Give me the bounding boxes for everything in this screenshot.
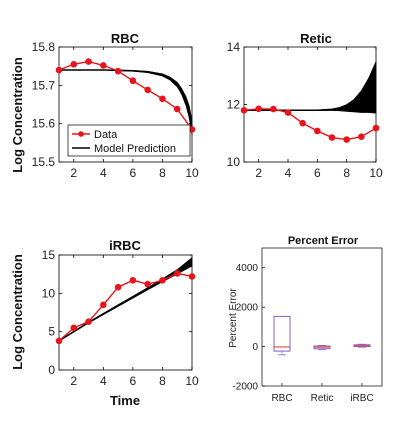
rbc-axes-box [58, 46, 193, 163]
retic-ytick-label: 14 [227, 40, 241, 54]
irbc-data-point [144, 280, 151, 288]
rbc-xtick-label: 10 [185, 166, 199, 180]
rbc-xtick-label: 4 [100, 166, 107, 180]
irbc-xtick-label: 6 [130, 374, 137, 388]
rbc-data-point [114, 67, 122, 75]
retic-xtick-label: 4 [285, 166, 292, 180]
retic-model-band [244, 61, 377, 114]
rbc-panel: RBC Log Concentration 2 4 6 8 10 15.5 15.6 15.7… [10, 31, 199, 180]
rbc-xtick-label: 2 [70, 166, 77, 180]
retic-data-point [240, 106, 248, 114]
retic-plot-area: 2 4 6 8 10 10 12 14 [227, 40, 383, 180]
error-axes-box [261, 247, 383, 387]
retic-data-point [284, 109, 292, 116]
irbc-xtick-label: 10 [185, 374, 199, 388]
irbc-data-point [188, 273, 196, 280]
retic-data-line [243, 108, 377, 141]
retic-data-point [270, 105, 277, 113]
error-ytick-label: 2000 [236, 303, 259, 314]
error-ytick-label: -2000 [232, 382, 258, 393]
retic-title: Retic [300, 31, 332, 46]
irbc-data-point [114, 283, 122, 291]
irbc-ytick-label: 5 [48, 325, 55, 339]
error-plot-area: -2000 0 2000 4000 RBC Retic iRBC [232, 247, 383, 404]
irbc-data-line [58, 272, 193, 342]
error-xtick-label: Retic [311, 393, 334, 404]
irbc-title: iRBC [109, 238, 141, 253]
irbc-data-point [55, 337, 63, 345]
rbc-xtick-label: 8 [159, 166, 166, 180]
irbc-panel: iRBC Log Concentration Time 2 4 6 8 10 0 5 10 15 [10, 238, 199, 408]
rbc-xtick-label: 6 [130, 166, 137, 180]
rbc-ytick-label: 15.8 [32, 40, 56, 54]
error-ytick-label: 4000 [236, 263, 259, 274]
irbc-ytick-label: 10 [42, 286, 56, 300]
irbc-xtick-label: 2 [70, 374, 77, 388]
retic-data-point [328, 134, 336, 141]
irbc-data-point [85, 318, 92, 326]
error-xtick-label: iRBC [350, 393, 373, 404]
irbc-ytick-label: 15 [42, 248, 56, 262]
rbc-legend-box [67, 124, 191, 157]
irbc-data-point [129, 277, 137, 284]
rbc-data-point [129, 77, 137, 85]
retic-data-point [314, 127, 321, 135]
rbc-data-point [159, 95, 166, 103]
irbc-axes-box [58, 254, 193, 371]
retic-data-point [358, 133, 365, 140]
retic-xtick-label: 6 [314, 166, 321, 180]
rbc-model-line [59, 69, 193, 128]
retic-xtick-label: 8 [343, 166, 350, 180]
irbc-ylabel: Log Concentration [10, 254, 25, 370]
rbc-data-point [173, 105, 181, 113]
irbc-data-point [70, 324, 78, 332]
retic-data-point [255, 105, 262, 113]
retic-xtick-label: 2 [255, 166, 262, 180]
irbc-data-point [100, 301, 107, 309]
rbc-data-point [144, 86, 151, 94]
error-ylabel: Percent Error [228, 288, 239, 348]
rbc-data-point [55, 66, 63, 74]
rbc-ytick-label: 15.6 [32, 117, 56, 131]
irbc-xtick-label: 8 [159, 374, 166, 388]
retic-xtick-label: 10 [369, 166, 383, 180]
rbc-title: RBC [111, 31, 140, 46]
retic-data-point [343, 136, 350, 143]
retic-ytick-label: 12 [227, 98, 241, 112]
rbc-ylabel: Log Concentration [10, 57, 25, 173]
retic-panel: Retic 2 4 6 8 10 10 12 14 [227, 31, 383, 180]
rbc-data-point [100, 62, 107, 69]
irbc-data-point [159, 277, 166, 284]
rbc-ytick-label: 15.7 [32, 78, 56, 92]
rbc-data-line [58, 60, 193, 130]
irbc-data-point [173, 270, 181, 277]
irbc-ytick-label: 0 [48, 363, 55, 377]
irbc-xtick-label: 4 [100, 374, 107, 388]
legend-data-label: Data [94, 129, 118, 141]
legend-data-marker [78, 131, 84, 137]
legend-model-label: Model Prediction [94, 143, 176, 155]
error-title: Percent Error [288, 235, 359, 247]
irbc-plot-area: 2 4 6 8 10 0 5 10 15 [42, 248, 199, 388]
error-panel: Percent Error Percent Error -2000 0 2000 40… [228, 235, 383, 404]
rbc-data-point [85, 58, 92, 65]
error-xtick-label: RBC [271, 393, 292, 404]
retic-data-point [372, 124, 380, 132]
irbc-xlabel: Time [110, 393, 140, 408]
error-ytick-label: 0 [252, 342, 258, 353]
retic-data-point [299, 119, 306, 127]
rbc-ytick-label: 15.5 [32, 155, 56, 169]
retic-ytick-label: 10 [227, 155, 241, 169]
error-box [273, 315, 291, 352]
rbc-data-point [70, 60, 78, 68]
rbc-plot-area: 2 4 6 8 10 15.5 15.6 15.7 15.8 Data Model Predicti… [32, 40, 199, 180]
